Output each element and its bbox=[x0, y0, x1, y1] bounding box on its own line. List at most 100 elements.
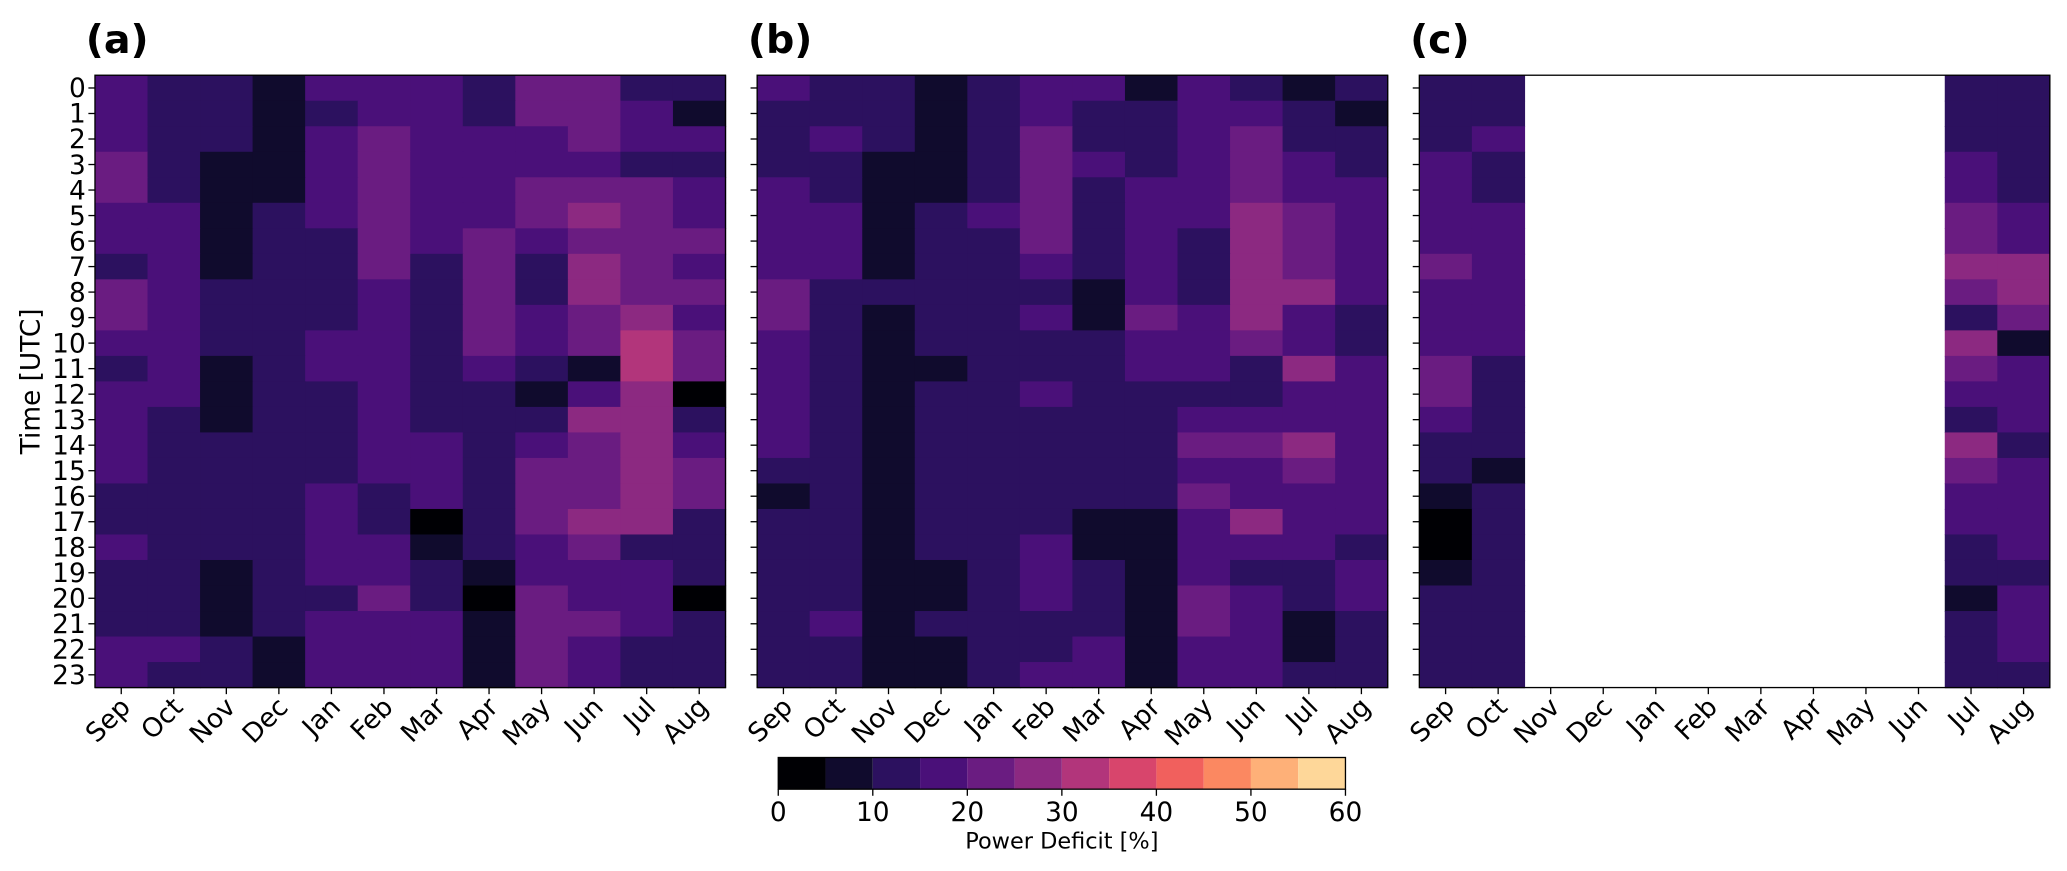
y-tick-label: 0 bbox=[69, 74, 86, 104]
heatmap-cell bbox=[672, 483, 727, 510]
heatmap-cell bbox=[757, 202, 811, 229]
heatmap-cell bbox=[462, 177, 516, 204]
heatmap-cell bbox=[1124, 100, 1179, 127]
heatmap-cell bbox=[967, 457, 1021, 485]
heatmap-cell bbox=[1471, 330, 1526, 357]
heatmap-cell bbox=[809, 636, 863, 663]
heatmap-cell bbox=[1997, 100, 2051, 127]
heatmap-cell bbox=[1124, 279, 1179, 306]
heatmap-cell bbox=[462, 151, 516, 178]
heatmap-cell bbox=[1230, 381, 1284, 408]
heatmap-cell bbox=[1335, 355, 1389, 383]
heatmap-cell bbox=[809, 534, 863, 561]
heatmap-cell bbox=[672, 304, 727, 332]
colorbar-swatch bbox=[825, 757, 873, 790]
heatmap-cell bbox=[914, 585, 968, 612]
heatmap-cell bbox=[1282, 585, 1336, 612]
heatmap-cell bbox=[1177, 508, 1231, 536]
colorbar-swatch bbox=[1298, 757, 1346, 790]
heatmap-cell bbox=[914, 304, 968, 332]
heatmap-cell bbox=[1282, 483, 1336, 510]
heatmap-cell bbox=[672, 228, 727, 255]
heatmap-cell bbox=[357, 534, 411, 561]
heatmap-cell bbox=[567, 202, 622, 229]
heatmap-cell bbox=[1072, 406, 1126, 434]
heatmap-cell bbox=[252, 75, 306, 102]
heatmap-cell bbox=[862, 662, 916, 689]
heatmap-cell bbox=[809, 202, 863, 229]
heatmap-cell bbox=[914, 406, 968, 434]
heatmap-cell bbox=[1335, 534, 1389, 561]
heatmap-cell bbox=[757, 75, 811, 102]
panel-title: (a) bbox=[86, 17, 149, 63]
colorbar-label: Power Deficit [%] bbox=[965, 829, 1158, 855]
colorbar-tick-label: 60 bbox=[1329, 798, 1363, 828]
heatmap-cell bbox=[672, 457, 727, 485]
heatmap-cell bbox=[1997, 508, 2051, 536]
heatmap-cell bbox=[672, 100, 727, 127]
y-tick-label: 2 bbox=[69, 125, 86, 155]
heatmap-cell bbox=[1419, 534, 1473, 561]
heatmap-cell bbox=[809, 381, 863, 408]
heatmap-cell bbox=[1419, 508, 1473, 536]
heatmap-cell bbox=[462, 483, 516, 510]
heatmap-cell bbox=[757, 177, 811, 204]
heatmap-cell bbox=[94, 432, 149, 459]
heatmap-cell bbox=[1072, 228, 1126, 255]
heatmap-cell bbox=[862, 228, 916, 255]
heatmap-cell bbox=[252, 177, 306, 204]
heatmap-cell bbox=[1997, 279, 2051, 306]
heatmap-cell bbox=[305, 75, 359, 102]
heatmap-cell bbox=[1419, 406, 1473, 434]
x-tick-label: Sep bbox=[80, 692, 136, 748]
heatmap-cell bbox=[1230, 636, 1284, 663]
heatmap-cell bbox=[1019, 126, 1074, 153]
heatmap-cell bbox=[515, 585, 569, 612]
heatmap-cell bbox=[1019, 534, 1074, 561]
heatmap-cell bbox=[1019, 253, 1074, 280]
heatmap-cell bbox=[620, 304, 674, 332]
heatmap-cell bbox=[1072, 100, 1126, 127]
heatmap-cell bbox=[147, 355, 201, 383]
colorbar-swatch bbox=[1109, 757, 1157, 790]
heatmap-cell bbox=[1019, 228, 1074, 255]
heatmap-cell bbox=[200, 406, 254, 434]
heatmap-cell bbox=[1282, 432, 1336, 459]
heatmap-cell bbox=[462, 636, 516, 663]
heatmap-cell bbox=[1019, 483, 1074, 510]
heatmap-cell bbox=[1177, 534, 1231, 561]
heatmap-cell bbox=[567, 559, 622, 587]
heatmap-cell bbox=[567, 432, 622, 459]
heatmap-cell bbox=[967, 508, 1021, 536]
heatmap-cell bbox=[1177, 432, 1231, 459]
x-tick-label: Nov bbox=[184, 692, 242, 750]
heatmap-cell bbox=[410, 100, 464, 127]
heatmap-cell bbox=[809, 559, 863, 587]
heatmap-cell bbox=[305, 432, 359, 459]
heatmap-cell bbox=[1124, 611, 1179, 638]
heatmap-cell bbox=[620, 75, 674, 102]
heatmap-cell bbox=[1335, 457, 1389, 485]
heatmap-cell bbox=[1019, 100, 1074, 127]
heatmap-cell bbox=[1019, 432, 1074, 459]
y-tick-label: 16 bbox=[52, 482, 86, 512]
heatmap-cell bbox=[1282, 534, 1336, 561]
heatmap-cell bbox=[809, 177, 863, 204]
heatmap-cell bbox=[147, 483, 201, 510]
heatmap-cell bbox=[1282, 406, 1336, 434]
heatmap-cell bbox=[1944, 253, 1998, 280]
heatmap-cell bbox=[515, 483, 569, 510]
heatmap-cell bbox=[914, 381, 968, 408]
heatmap-cell bbox=[1471, 151, 1526, 178]
heatmap-cell bbox=[147, 432, 201, 459]
x-tick-label: Mar bbox=[396, 692, 452, 749]
heatmap-cell bbox=[967, 100, 1021, 127]
colorbar-swatch bbox=[1250, 757, 1299, 790]
heatmap-cell bbox=[1419, 636, 1473, 663]
x-tick-label: Dec bbox=[237, 692, 294, 749]
x-tick-label: Jul bbox=[1279, 692, 1324, 737]
heatmap-cell bbox=[1419, 177, 1473, 204]
x-tick-label: Mar bbox=[1720, 692, 1776, 749]
heatmap-cell bbox=[967, 406, 1021, 434]
